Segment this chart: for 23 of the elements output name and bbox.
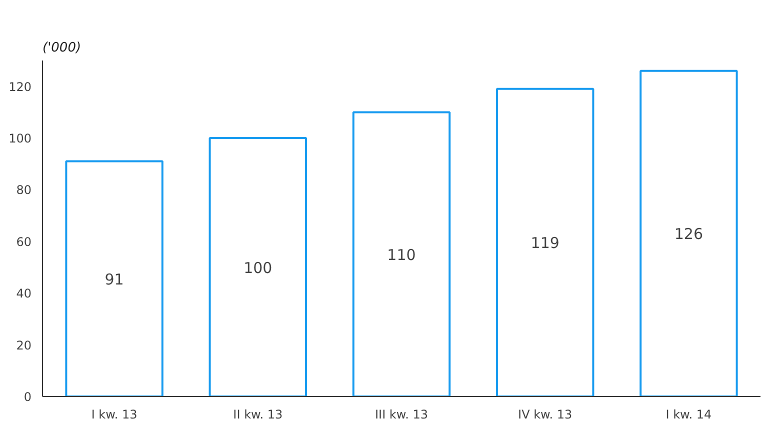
data-label: 100	[244, 258, 272, 277]
bar	[496, 88, 594, 396]
x-tick-label: IV kw. 13	[518, 408, 572, 422]
y-tick-label: 20	[16, 338, 32, 352]
x-tick-label: I kw. 14	[666, 408, 712, 422]
x-tick-label: I kw. 13	[91, 408, 138, 422]
data-label: 119	[530, 234, 560, 252]
data-label: 91	[104, 270, 124, 288]
bar	[352, 111, 451, 396]
x-tick-label: II kw. 13	[233, 408, 283, 422]
x-tick-label: III kw. 13	[375, 408, 428, 422]
chart-title: ('000)	[42, 40, 82, 56]
data-label: 126	[674, 225, 704, 244]
bar	[65, 160, 164, 396]
data-label: 110	[387, 246, 416, 264]
y-tick-label: 60	[16, 234, 32, 249]
y-tick-label: 100	[8, 132, 32, 146]
bar	[640, 70, 738, 396]
y-tick-label: 0	[24, 390, 32, 404]
bar	[208, 137, 308, 396]
y-tick-label: 40	[16, 286, 32, 301]
y-tick-label: 120	[8, 80, 32, 94]
y-tick-label: 80	[16, 183, 32, 198]
